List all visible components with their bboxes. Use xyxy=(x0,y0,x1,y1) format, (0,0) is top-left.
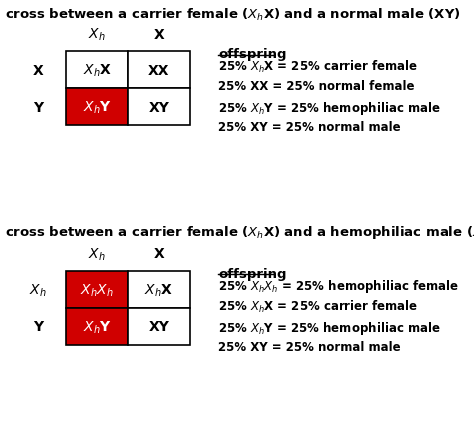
Bar xyxy=(128,271,190,308)
Text: 25% XY = 25% normal male: 25% XY = 25% normal male xyxy=(218,340,401,353)
Text: $X_h$Y: $X_h$Y xyxy=(83,319,111,335)
Text: 25% $X_h$$X_h$ = 25% hemophiliac female: 25% $X_h$$X_h$ = 25% hemophiliac female xyxy=(218,278,459,295)
Text: 25% $X_h$Y = 25% hemophiliac male: 25% $X_h$Y = 25% hemophiliac male xyxy=(218,100,441,117)
Text: XX: XX xyxy=(148,63,170,78)
Bar xyxy=(128,89,190,126)
Bar xyxy=(128,308,190,345)
Text: XY: XY xyxy=(148,319,169,334)
Bar xyxy=(128,52,190,89)
Text: offspring: offspring xyxy=(218,48,287,61)
Bar xyxy=(66,308,128,345)
Bar xyxy=(66,89,128,126)
Text: $X_h$: $X_h$ xyxy=(29,282,47,298)
Text: offspring: offspring xyxy=(218,267,287,280)
Bar xyxy=(66,52,128,89)
Text: cross between a carrier female ($X_h$X) and a normal male (XY): cross between a carrier female ($X_h$X) … xyxy=(5,7,460,23)
Text: $X_h$X: $X_h$X xyxy=(82,62,112,79)
Text: Y: Y xyxy=(33,100,43,115)
Text: 25% $X_h$X = 25% carrier female: 25% $X_h$X = 25% carrier female xyxy=(218,299,418,315)
Text: cross between a carrier female ($X_h$X) and a hemophiliac male ($X_h$Y): cross between a carrier female ($X_h$X) … xyxy=(5,224,474,240)
Text: $X_h$$X_h$: $X_h$$X_h$ xyxy=(80,282,114,298)
Text: $X_h$Y: $X_h$Y xyxy=(83,99,111,115)
Text: Y: Y xyxy=(33,319,43,334)
Text: X: X xyxy=(154,247,164,261)
Text: X: X xyxy=(33,63,43,78)
Text: 25% $X_h$X = 25% carrier female: 25% $X_h$X = 25% carrier female xyxy=(218,59,418,75)
Bar xyxy=(66,271,128,308)
Text: $X_h$X: $X_h$X xyxy=(144,282,173,298)
Text: XY: XY xyxy=(148,100,169,115)
Text: $X_h$: $X_h$ xyxy=(88,26,106,43)
Text: 25% XY = 25% normal male: 25% XY = 25% normal male xyxy=(218,121,401,134)
Text: X: X xyxy=(154,28,164,42)
Text: 25% XX = 25% normal female: 25% XX = 25% normal female xyxy=(218,79,415,92)
Text: $X_h$: $X_h$ xyxy=(88,246,106,262)
Text: 25% $X_h$Y = 25% hemophiliac male: 25% $X_h$Y = 25% hemophiliac male xyxy=(218,319,441,336)
